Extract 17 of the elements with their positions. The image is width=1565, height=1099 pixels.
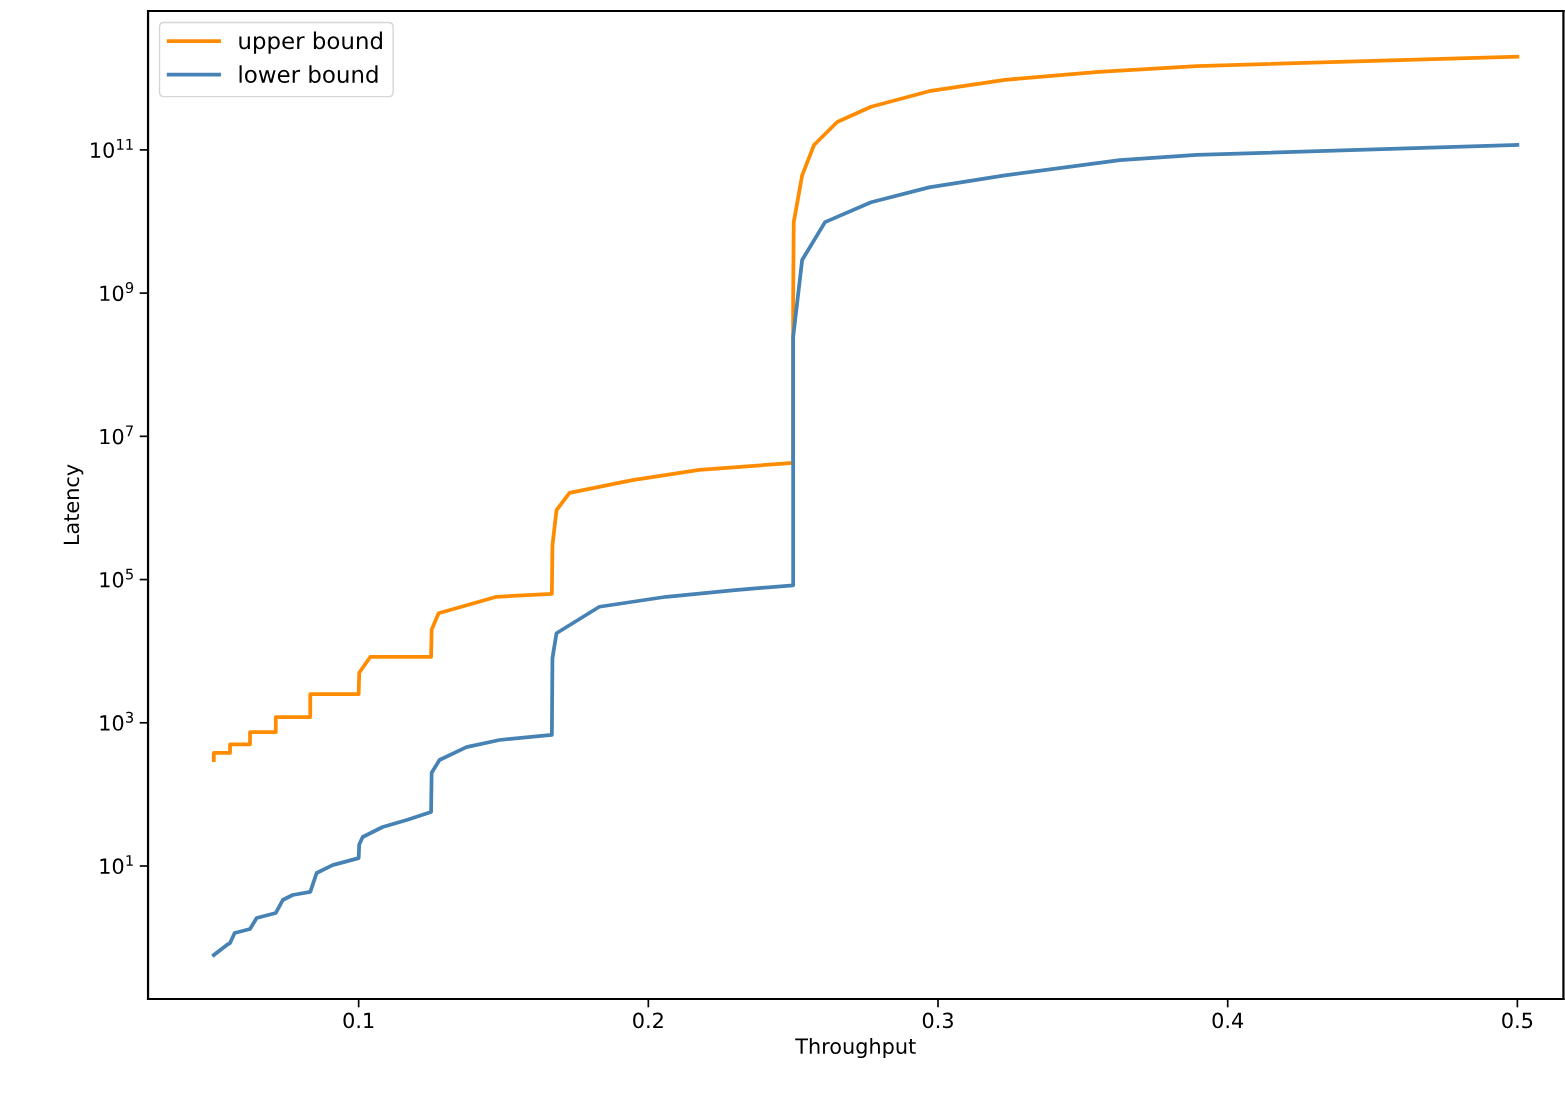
y-axis-title: Latency: [63, 464, 84, 545]
y-tick-label: 10$^{3}$: [100, 711, 134, 731]
x-axis-title: Throughput: [795, 1037, 916, 1059]
y-tick-label: 10$^{7}$: [100, 425, 133, 445]
y-tick-label: 10$^{5}$: [100, 568, 133, 588]
legend-label: lower bound: [239, 65, 378, 83]
line-series: [211, 54, 1520, 762]
line-series: [211, 143, 1520, 957]
x-tick-label: 0.4: [1212, 1012, 1244, 1029]
x-tick-label: 0.3: [922, 1012, 953, 1029]
x-tick-label: 0.1: [343, 1012, 374, 1029]
y-tick-label: 10$^{1}$: [100, 855, 133, 875]
x-tick-label: 0.5: [1502, 1012, 1533, 1029]
y-tick-label: 10$^{11}$: [91, 139, 133, 158]
x-tick-label: 0.2: [633, 1012, 663, 1029]
y-tick-label: 10$^{9}$: [100, 282, 134, 302]
legend-label: upper bound: [239, 31, 382, 54]
